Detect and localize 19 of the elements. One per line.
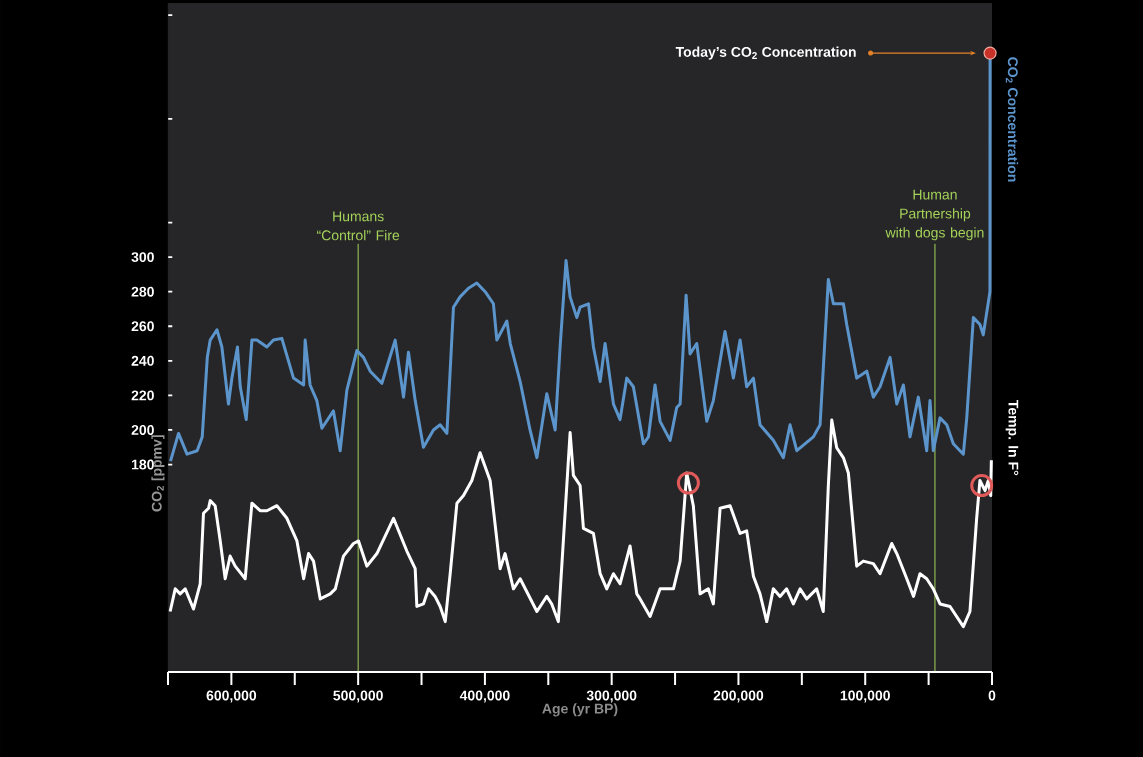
text: Temp. In F°	[1005, 400, 1019, 476]
x-tick-label: 0	[988, 690, 996, 701]
annotation: Today’s CO$_{2}$ Concentration	[675, 46, 856, 60]
ref-line-label: Human Partnership with dogs begin	[885, 189, 984, 241]
text: CO$_{2}$ Concentration	[1005, 57, 1019, 182]
y-tick-label: 240	[131, 355, 154, 366]
x-tick-label: 300,000	[586, 690, 637, 703]
x-tick-label: 100,000	[840, 690, 890, 703]
x-axis-title: Age (yr BP)	[542, 703, 618, 717]
x-tick-label: 400,000	[459, 690, 510, 703]
ref-line-label: Humans “Control” Fire	[317, 211, 400, 241]
y-tick-label: 200	[131, 425, 154, 435]
y-tick-label: 220	[131, 390, 154, 401]
y-tick-label: 280	[131, 286, 154, 297]
x-tick-label: 200,000	[713, 690, 764, 703]
x-tick-label: 500,000	[333, 690, 383, 703]
y-tick-label: 260	[131, 321, 154, 332]
y-tick-label: 300	[131, 252, 154, 263]
x-tick-label: 600,000	[206, 690, 257, 703]
